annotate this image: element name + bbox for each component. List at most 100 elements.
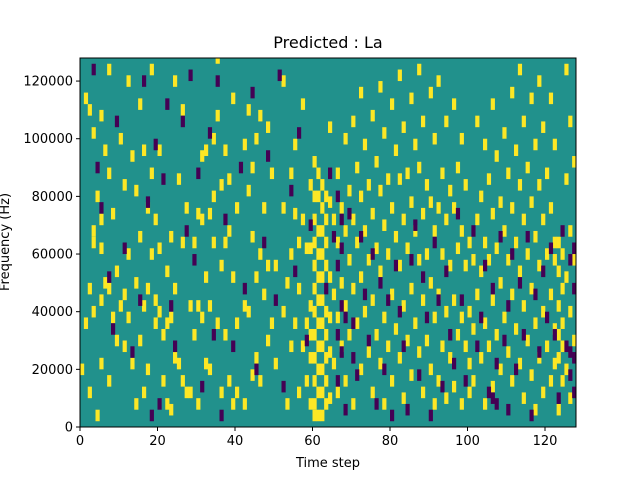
heatmap-cell-low xyxy=(541,265,546,278)
heatmap-cell-high xyxy=(463,340,468,353)
x-tick-label: 60 xyxy=(304,434,321,449)
heatmap-cell-high xyxy=(483,317,488,329)
heatmap-cell-high xyxy=(413,317,418,329)
heatmap-cell-high xyxy=(99,109,104,122)
y-tick-label: 40000 xyxy=(32,305,73,320)
heatmap-cell-high xyxy=(479,190,484,203)
heatmap-cell-low xyxy=(347,207,352,220)
heatmap-cell-low xyxy=(393,259,399,272)
heatmap-cell-high xyxy=(343,375,348,387)
heatmap-cell-high xyxy=(548,92,554,105)
heatmap-cell-high xyxy=(521,392,526,404)
heatmap-cell-low xyxy=(444,265,449,278)
heatmap-cell-low xyxy=(490,282,495,295)
heatmap-cell-low xyxy=(122,242,127,255)
heatmap-cell-high xyxy=(386,248,391,260)
heatmap-cell-high xyxy=(300,98,306,110)
heatmap-cell-high xyxy=(246,184,251,197)
heatmap-cell-high xyxy=(560,317,565,329)
heatmap-cell-high xyxy=(382,219,387,231)
heatmap-cell-low xyxy=(277,69,282,82)
heatmap-cell-high xyxy=(483,398,488,410)
x-tick-label: 40 xyxy=(227,434,244,449)
heatmap-cell-high xyxy=(87,104,92,116)
heatmap-cell-high xyxy=(134,184,139,197)
heatmap-cell-high xyxy=(421,386,426,399)
heatmap-cell-high xyxy=(297,236,302,249)
heatmap-cell-high xyxy=(517,179,523,191)
x-axis: 0 20 40 60 80 100 120 xyxy=(76,427,557,449)
heatmap-cell-high xyxy=(401,392,406,404)
heatmap-cell-high xyxy=(417,161,422,174)
heatmap-cell-high xyxy=(324,259,329,272)
heatmap-cell-low xyxy=(223,213,228,226)
heatmap-cell-high xyxy=(378,357,383,370)
heatmap-cell-high xyxy=(541,386,546,399)
heatmap-cell-high xyxy=(308,352,313,364)
heatmap-cell-high xyxy=(444,115,449,128)
heatmap-cell-high xyxy=(161,375,166,387)
heatmap-cell-low xyxy=(521,328,526,341)
heatmap-cell-high xyxy=(552,138,557,151)
heatmap-cell-high xyxy=(223,144,228,157)
heatmap-cell-low xyxy=(145,196,151,208)
heatmap-cell-high xyxy=(180,104,185,116)
heatmap-cell-high xyxy=(304,242,309,255)
heatmap-cell-high xyxy=(80,363,85,376)
heatmap-cell-high xyxy=(231,271,236,283)
heatmap-cell-low xyxy=(432,236,437,249)
heatmap-cell-low xyxy=(405,403,410,416)
heatmap-cell-high xyxy=(320,317,325,329)
heatmap-cell-high xyxy=(235,386,240,399)
heatmap-cell-high xyxy=(312,190,317,203)
heatmap-cell-high xyxy=(560,340,565,353)
heatmap-cell-low xyxy=(238,161,244,174)
heatmap-cell-high xyxy=(533,138,538,151)
heatmap-cell-high xyxy=(510,375,515,387)
heatmap-cell-high xyxy=(533,230,538,243)
heatmap-cell-high xyxy=(289,167,294,180)
heatmap-cell-high xyxy=(95,190,100,203)
heatmap-cell-high xyxy=(196,300,201,312)
heatmap-cell-high xyxy=(324,213,329,226)
heatmap-cell-high xyxy=(297,386,302,399)
heatmap-cell-high xyxy=(142,144,147,157)
heatmap-cell-high xyxy=(320,225,325,237)
heatmap-cell-high xyxy=(405,167,410,180)
heatmap-cell-high xyxy=(548,375,554,387)
heatmap-cell-low xyxy=(297,127,302,139)
heatmap-cell-high xyxy=(556,300,561,312)
heatmap-cell-low xyxy=(506,403,511,416)
heatmap-cell-high xyxy=(285,277,290,289)
heatmap-cell-high xyxy=(184,386,189,399)
heatmap-cell-high xyxy=(560,375,565,387)
heatmap-cell-high xyxy=(397,352,402,364)
heatmap-cell-low xyxy=(289,184,294,197)
y-tick-label: 80000 xyxy=(32,190,73,205)
heatmap-cell-high xyxy=(498,363,503,376)
heatmap-cell-high xyxy=(421,115,426,128)
heatmap-cell-high xyxy=(99,357,104,370)
heatmap-cell-high xyxy=(149,63,154,76)
heatmap-cell-high xyxy=(475,115,480,128)
x-tick-label: 0 xyxy=(76,434,84,449)
heatmap-cell-high xyxy=(289,248,294,260)
heatmap-cell-high xyxy=(556,403,561,416)
heatmap-cell-high xyxy=(424,334,430,347)
heatmap-cell-high xyxy=(134,277,139,289)
heatmap-cell-high xyxy=(529,369,534,381)
heatmap-cell-high xyxy=(440,167,445,180)
heatmap-cell-low xyxy=(266,150,271,162)
heatmap-cell-high xyxy=(312,398,317,410)
heatmap-cell-high xyxy=(227,225,232,237)
heatmap-cell-high xyxy=(463,179,468,191)
heatmap-cell-high xyxy=(114,334,120,347)
heatmap-cell-high xyxy=(87,282,92,295)
heatmap-cell-low xyxy=(161,173,166,185)
heatmap-cell-high xyxy=(506,167,511,180)
heatmap-cell-high xyxy=(145,282,151,295)
heatmap-cell-low xyxy=(95,161,100,174)
heatmap-cell-low xyxy=(486,386,492,399)
heatmap-cell-high xyxy=(227,375,232,387)
heatmap-cell-high xyxy=(324,328,329,341)
